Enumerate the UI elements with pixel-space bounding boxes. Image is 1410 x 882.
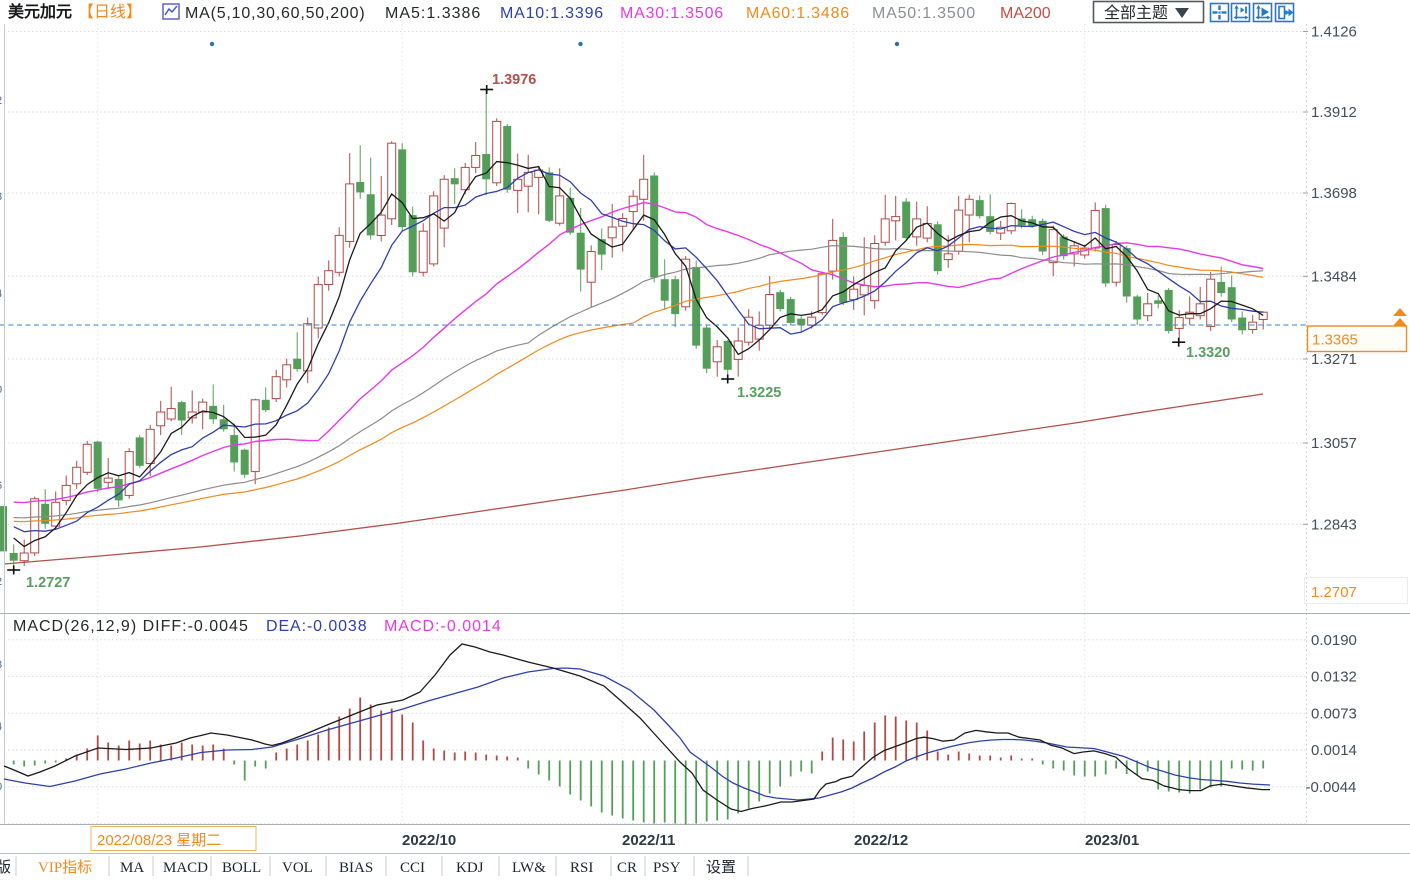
svg-text:1.3365: 1.3365 (1312, 332, 1358, 349)
svg-text:1.3320: 1.3320 (1186, 345, 1230, 361)
svg-text:1.3484: 1.3484 (1311, 269, 1357, 286)
svg-text:VIP指标: VIP指标 (38, 859, 92, 876)
svg-text:1.3912: 1.3912 (1311, 104, 1357, 121)
svg-text:BIAS: BIAS (339, 860, 373, 876)
svg-text:2: 2 (0, 95, 2, 107)
svg-text:1.3976: 1.3976 (492, 72, 536, 88)
svg-text:2023/01: 2023/01 (1085, 832, 1139, 849)
svg-text:1.2843: 1.2843 (1311, 517, 1357, 534)
svg-text:KDJ: KDJ (456, 860, 484, 876)
svg-text:MACD(26,12,9) DIFF:-0.0045: MACD(26,12,9) DIFF:-0.0045 (13, 618, 249, 635)
svg-text:8: 8 (0, 659, 2, 671)
svg-text:0: 0 (0, 781, 2, 793)
svg-text:MACD: MACD (163, 860, 208, 876)
svg-text:VOL: VOL (282, 860, 313, 876)
svg-text:1.2727: 1.2727 (26, 575, 70, 591)
svg-text:1.3271: 1.3271 (1311, 351, 1357, 368)
svg-text:BOLL: BOLL (222, 860, 261, 876)
svg-text:8: 8 (0, 191, 2, 203)
svg-text:PSY: PSY (653, 860, 681, 876)
svg-text:设置: 设置 (706, 859, 736, 876)
svg-text:2022/10: 2022/10 (402, 832, 456, 849)
svg-text:2022/11: 2022/11 (622, 832, 675, 849)
svg-text:MA5:1.3386: MA5:1.3386 (385, 5, 481, 22)
svg-text:美元加元: 美元加元 (8, 2, 72, 21)
svg-text:1.4126: 1.4126 (1311, 24, 1357, 41)
svg-text:1.2707: 1.2707 (1311, 584, 1357, 601)
svg-text:4: 4 (0, 721, 2, 733)
svg-text:0.0073: 0.0073 (1311, 705, 1357, 722)
svg-text:DEA:-0.0038: DEA:-0.0038 (266, 618, 368, 635)
svg-text:1.3225: 1.3225 (737, 385, 781, 401)
svg-text:0.0132: 0.0132 (1311, 669, 1357, 686)
svg-text:MA(5,10,30,60,50,200): MA(5,10,30,60,50,200) (185, 5, 365, 22)
svg-text:0.0190: 0.0190 (1311, 632, 1357, 649)
svg-text:MA10:1.3396: MA10:1.3396 (500, 5, 604, 22)
svg-text:版: 版 (0, 859, 11, 876)
svg-text:MA50:1.3500: MA50:1.3500 (872, 5, 976, 22)
svg-text:CR: CR (617, 860, 637, 876)
svg-text:全部主题: 全部主题 (1104, 4, 1168, 22)
svg-text:MA200: MA200 (1000, 5, 1051, 22)
svg-text:0: 0 (0, 384, 2, 396)
svg-text:0.0014: 0.0014 (1311, 742, 1357, 759)
svg-text:LW&: LW& (512, 860, 546, 876)
svg-text:2022/08/23 星期二: 2022/08/23 星期二 (97, 832, 221, 849)
svg-text:CCI: CCI (400, 860, 425, 876)
svg-text:MACD:-0.0014: MACD:-0.0014 (384, 618, 502, 635)
svg-text:【日线】: 【日线】 (78, 3, 142, 21)
svg-text:-0.0044: -0.0044 (1306, 779, 1357, 796)
svg-text:1.3698: 1.3698 (1311, 185, 1357, 202)
svg-text:MA60:1.3486: MA60:1.3486 (746, 5, 850, 22)
svg-text:6: 6 (0, 480, 2, 492)
svg-text:2022/12: 2022/12 (854, 832, 908, 849)
svg-text:RSI: RSI (570, 860, 593, 876)
svg-text:1.3057: 1.3057 (1311, 435, 1357, 452)
svg-text:MA30:1.3506: MA30:1.3506 (620, 5, 724, 22)
svg-text:4: 4 (0, 288, 2, 300)
svg-text:MA: MA (120, 860, 144, 876)
svg-text:2: 2 (0, 576, 2, 588)
